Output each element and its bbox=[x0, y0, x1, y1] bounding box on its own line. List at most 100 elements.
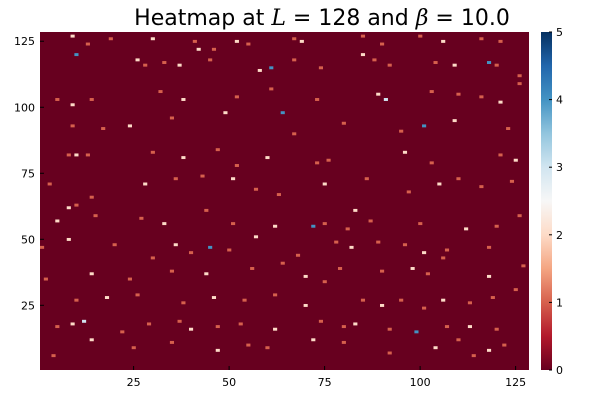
heatmap-cell bbox=[265, 346, 270, 350]
colorbar-tick-label: 5 bbox=[556, 26, 563, 39]
heatmap-cell bbox=[345, 227, 350, 231]
heatmap-cell bbox=[444, 248, 450, 252]
heatmap-cell bbox=[486, 348, 492, 352]
heatmap-cell bbox=[55, 219, 60, 223]
heatmap-cell bbox=[273, 293, 278, 297]
heatmap-cell bbox=[150, 37, 155, 41]
heatmap-cell bbox=[486, 61, 492, 64]
colorbar-tick-label: 1 bbox=[556, 296, 563, 309]
heatmap-cell bbox=[70, 322, 75, 326]
heatmap-cell bbox=[177, 63, 182, 67]
heatmap-cell bbox=[422, 124, 427, 128]
heatmap-cell bbox=[494, 327, 499, 331]
heatmap-cell bbox=[231, 222, 236, 226]
heatmap-cell bbox=[227, 248, 232, 252]
heatmap-cell bbox=[399, 129, 404, 133]
heatmap-cell bbox=[422, 251, 427, 255]
heatmap-cell bbox=[295, 253, 301, 257]
heatmap-cell bbox=[173, 177, 178, 181]
heatmap-background bbox=[40, 32, 529, 370]
heatmap-cell bbox=[66, 206, 71, 210]
heatmap-cell bbox=[200, 174, 205, 178]
heatmap-cell bbox=[303, 303, 308, 307]
heatmap-cell bbox=[246, 343, 251, 347]
heatmap-cell bbox=[517, 74, 522, 78]
y-tick-label: 25 bbox=[21, 299, 35, 312]
heatmap-cell bbox=[280, 261, 285, 265]
heatmap-cell bbox=[521, 264, 526, 268]
heatmap-cell bbox=[471, 354, 476, 358]
heatmap-cell bbox=[517, 82, 522, 86]
heatmap-cell bbox=[498, 100, 503, 104]
heatmap-cell bbox=[292, 37, 297, 41]
heatmap-cell bbox=[143, 182, 148, 186]
heatmap-cell bbox=[234, 39, 239, 43]
heatmap-cell bbox=[101, 127, 106, 130]
heatmap-cell bbox=[51, 354, 56, 358]
heatmap-cell bbox=[82, 319, 87, 323]
heatmap-cell bbox=[104, 296, 110, 299]
heatmap-cell bbox=[85, 42, 90, 46]
heatmap-cell bbox=[337, 267, 343, 270]
heatmap-cell bbox=[253, 235, 259, 239]
heatmap-cell bbox=[467, 325, 472, 329]
heatmap-cell bbox=[169, 116, 175, 120]
heatmap-cell bbox=[322, 280, 327, 284]
heatmap-cell bbox=[177, 319, 182, 323]
heatmap-cell bbox=[215, 148, 220, 152]
heatmap-cell bbox=[429, 161, 434, 165]
heatmap-cell bbox=[456, 338, 461, 342]
heatmap-cell bbox=[192, 39, 197, 43]
heatmap-cell bbox=[464, 227, 469, 231]
heatmap-cell bbox=[85, 153, 90, 157]
heatmap-cell bbox=[322, 182, 327, 186]
heatmap-cell bbox=[399, 298, 404, 302]
heatmap-cell bbox=[380, 303, 385, 307]
heatmap-cell bbox=[43, 277, 48, 281]
heatmap-cell bbox=[380, 269, 385, 273]
plot-area bbox=[40, 32, 529, 370]
heatmap-cell bbox=[204, 208, 209, 212]
heatmap-cell bbox=[360, 53, 366, 57]
y-tick-label: 50 bbox=[21, 233, 35, 246]
colorbar-tick-label: 4 bbox=[556, 94, 563, 107]
heatmap-cell bbox=[380, 42, 385, 46]
heatmap-cell bbox=[273, 327, 278, 331]
heatmap-cell bbox=[265, 156, 270, 160]
heatmap-cell bbox=[494, 63, 499, 67]
heatmap-cell bbox=[292, 58, 297, 62]
y-tick-label: 100 bbox=[14, 101, 35, 114]
heatmap-cell bbox=[231, 177, 236, 181]
heatmap-cell bbox=[169, 340, 175, 344]
heatmap-cell bbox=[513, 288, 518, 292]
heatmap-cell bbox=[410, 267, 415, 270]
heatmap-cell bbox=[441, 298, 446, 302]
heatmap-cell bbox=[93, 214, 98, 218]
heatmap-cell bbox=[208, 58, 213, 62]
heatmap-cell bbox=[234, 164, 239, 167]
heatmap-cell bbox=[360, 298, 366, 302]
heatmap-cell bbox=[456, 177, 461, 181]
heatmap-cell bbox=[246, 42, 251, 46]
heatmap-cell bbox=[341, 325, 346, 329]
heatmap-cell bbox=[112, 243, 117, 247]
heatmap-cell bbox=[414, 330, 419, 334]
heatmap-cell bbox=[429, 90, 434, 94]
heatmap-cell bbox=[250, 267, 255, 270]
heatmap-cell bbox=[368, 219, 373, 223]
heatmap-cell bbox=[70, 124, 75, 128]
heatmap-cell bbox=[318, 319, 323, 323]
heatmap-cell bbox=[486, 274, 492, 278]
colorbar-tick-label: 0 bbox=[556, 364, 563, 377]
heatmap-cell bbox=[269, 87, 274, 91]
heatmap-cell bbox=[353, 322, 358, 326]
heatmap-cell bbox=[406, 190, 411, 194]
heatmap-cell bbox=[139, 216, 144, 220]
heatmap-cell bbox=[456, 92, 461, 96]
heatmap-cell bbox=[322, 222, 327, 226]
colorbar-tick-label: 2 bbox=[556, 229, 563, 242]
heatmap-cell bbox=[303, 274, 308, 278]
y-axis: 25 50 75 100 125 bbox=[14, 35, 44, 312]
heatmap-cell bbox=[372, 58, 377, 62]
